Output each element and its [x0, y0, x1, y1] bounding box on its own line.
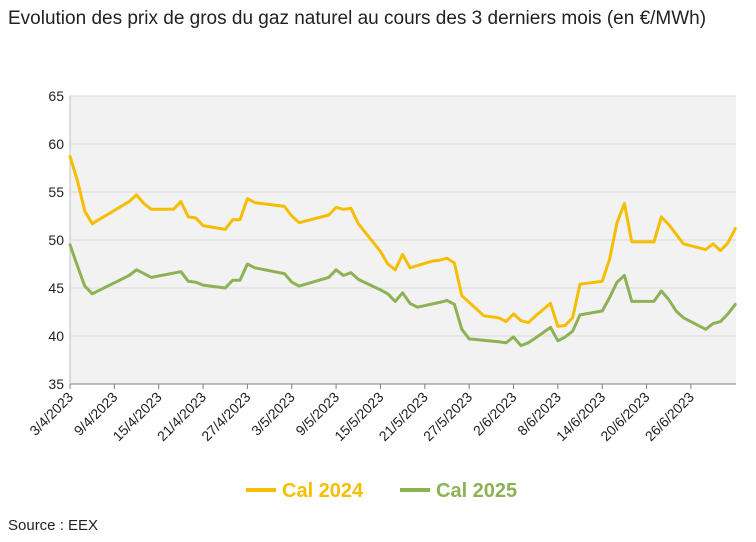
- x-tick-label: 27/4/2023: [198, 389, 254, 445]
- y-tick-label: 45: [48, 280, 64, 296]
- series-line-cal-2024: [68, 155, 737, 328]
- y-tick-label: 60: [48, 136, 64, 152]
- source-note: Source : EEX: [8, 517, 99, 534]
- y-tick-label: 55: [48, 184, 64, 200]
- x-tick-label: 3/4/2023: [26, 389, 76, 439]
- y-tick-label: 50: [48, 232, 64, 248]
- series-line-cal-2025: [68, 243, 737, 348]
- x-tick-label: 3/5/2023: [248, 389, 298, 439]
- y-tick-label: 40: [48, 328, 64, 344]
- legend-label: Cal 2024: [282, 480, 364, 502]
- x-tick-label: 26/6/2023: [642, 389, 698, 445]
- chart-title: Evolution des prix de gros du gaz nature…: [8, 8, 707, 29]
- legend: Cal 2024 Cal 2025: [246, 480, 517, 502]
- x-tick-label: 2/6/2023: [470, 389, 520, 439]
- x-tick-label: 27/5/2023: [420, 389, 476, 445]
- legend-label: Cal 2025: [436, 480, 517, 502]
- y-tick-label: 35: [48, 376, 64, 392]
- series: [68, 155, 737, 348]
- y-tick-label: 65: [48, 88, 64, 104]
